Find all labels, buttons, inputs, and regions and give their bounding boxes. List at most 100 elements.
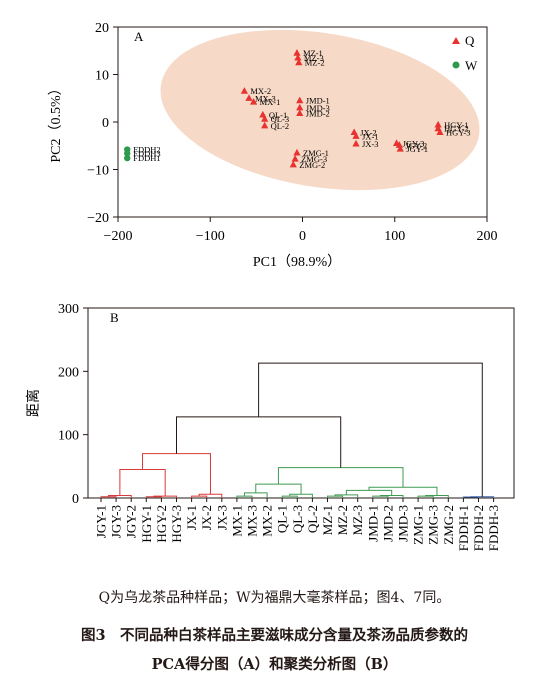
- dendrogram-leaf-zmg-3: ZMG-3: [426, 505, 441, 545]
- pca-point-fddh1: [124, 154, 131, 162]
- dendrogram-plot-frame: [87, 307, 515, 499]
- dendrogram-y-tick-label: 200: [58, 365, 79, 380]
- dendrogram-y-tick-label: 300: [58, 302, 79, 317]
- dendrogram-leaf-jgy-1: JGY-1: [94, 505, 109, 538]
- pca-point-hgy-1: [434, 120, 442, 128]
- dendrogram-leaf-hgy-1: HGY-1: [139, 505, 154, 543]
- dendrogram-leaf-fddh-3: FDDH-3: [486, 505, 501, 551]
- pca-legend: Q W: [452, 33, 478, 73]
- dendrogram-leaf-hgy-3: HGY-3: [169, 505, 184, 543]
- dendrogram-link: [258, 362, 483, 497]
- pca-panel-label: A: [134, 29, 144, 44]
- dendrogram-link: [368, 486, 438, 496]
- pca-y-axis-label: PC2（0.5%）: [48, 81, 64, 162]
- dendrogram-panel-label: B: [110, 310, 119, 325]
- dendrogram-y-tick-label: 0: [72, 492, 79, 507]
- legend-q-marker: [452, 37, 460, 44]
- pca-x-tick-label: 200: [477, 229, 498, 244]
- pca-point-label: MX-2: [250, 86, 271, 96]
- figure-title: 图3 不同品种白茶样品主要滋味成分含量及茶汤品质参数的 PCA得分图（A）和聚类…: [0, 621, 549, 679]
- dendrogram-leaf-jmd-2: JMD-2: [380, 505, 395, 542]
- dendrogram-leaf-jx-2: JX-2: [199, 505, 214, 530]
- pca-point-label: JMD-1: [306, 96, 330, 106]
- dendrogram-leaf-jx-1: JX-1: [184, 505, 199, 530]
- pca-point-label: QL-3: [271, 114, 289, 124]
- pca-point-label: QL-1: [269, 110, 287, 120]
- pca-point-label: HGY-2: [444, 124, 469, 134]
- pca-point-jx-3: [352, 139, 360, 147]
- figure-note: Q为乌龙茶品种样品；W为福鼎大毫茶样品；图4、7同。: [98, 590, 451, 606]
- pca-x-tick-label: −200: [104, 229, 133, 244]
- dendrogram-leaf-mx-2: MX-2: [260, 505, 275, 537]
- pca-x-axis-label: PC1（98.9%）: [253, 254, 341, 270]
- pca-point-mx-1: [250, 98, 258, 105]
- pca-point-label: FDDH1: [133, 153, 160, 163]
- pca-point-ql-2: [261, 121, 269, 129]
- pca-y-tick-label: −20: [87, 211, 109, 226]
- pca-point-jmd-2: [296, 109, 304, 117]
- pca-point-label: FDDH2: [133, 145, 160, 155]
- pca-point-label: JGY-3: [403, 138, 425, 148]
- figure-title-line1: 图3 不同品种白茶样品主要滋味成分含量及茶汤品质参数的: [80, 627, 469, 644]
- pca-point-mx-2: [240, 87, 248, 94]
- dendrogram-leaf-ql-1: QL-1: [275, 505, 290, 533]
- dendrogram-leaf-zmg-1: ZMG-1: [411, 505, 426, 545]
- dendrogram-leaf-fddh-2: FDDH-2: [471, 505, 486, 551]
- dendrogram-leaf-mz-2: MZ-2: [335, 505, 350, 535]
- pca-point-label: ZMG-2: [299, 160, 325, 170]
- dendrogram-y-axis-label: 距离: [25, 389, 42, 417]
- pca-point-mz-1: [293, 49, 301, 56]
- dendrogram-leaf-mx-1: MX-1: [229, 505, 244, 537]
- dendrogram-link: [243, 492, 268, 498]
- dendrogram-leaf-mz-1: MZ-1: [320, 505, 335, 535]
- dendrogram-leaf-jgy-3: JGY-3: [109, 505, 124, 538]
- dendrogram-leaf-mz-3: MZ-3: [350, 505, 365, 535]
- pca-point-label: MX-1: [260, 97, 281, 107]
- pca-point-label: ZMG-1: [303, 148, 329, 158]
- dendrogram-leaf-jmd-1: JMD-1: [365, 505, 380, 542]
- pca-point-label: JX-1: [362, 131, 379, 141]
- pca-point-zmg-1: [293, 148, 301, 156]
- legend-w-marker: [452, 61, 460, 69]
- pca-point-fddh3: [124, 150, 131, 157]
- pca-point-ql-3: [261, 115, 269, 122]
- dendrogram-leaf-ql-2: QL-2: [305, 505, 320, 533]
- dendrogram-link: [119, 469, 166, 497]
- pca-point-label: MX-3: [255, 93, 276, 103]
- pca-point-label: MZ-1: [303, 48, 323, 58]
- pca-point-label: JGY-2: [405, 140, 427, 150]
- pca-point-jgy-1: [396, 145, 404, 152]
- dendrogram-leaf-hgy-2: HGY-2: [154, 505, 169, 543]
- pca-point-jx-1: [352, 132, 360, 139]
- pca-point-label: JMD-2: [306, 108, 330, 118]
- pca-point-jmd-3: [296, 103, 304, 111]
- pca-point-label: FDDH3: [133, 148, 160, 158]
- legend-w-label: W: [465, 58, 478, 73]
- pca-point-zmg-3: [291, 155, 299, 162]
- pca-y-tick-label: −10: [87, 164, 109, 179]
- pca-y-tick-label: 10: [95, 69, 109, 84]
- dendrogram-leaf-ql-3: QL-3: [290, 505, 305, 533]
- pca-point-label: QL-2: [271, 121, 289, 131]
- cluster-dendrogram: 0 100 200 300 JGY-1 JGY-3 JGY-2 HGY-1 HGY-2 HGY-…: [25, 302, 515, 551]
- pca-point-jgy-2: [395, 141, 403, 148]
- dendrogram-leaf-jx-3: JX-3: [214, 505, 229, 530]
- pca-point-hgy-3: [436, 128, 444, 136]
- pca-point-label: HGY-3: [446, 127, 471, 137]
- pca-point-label: JGY-1: [406, 144, 428, 154]
- dendrogram-leaf-mx-3: MX-3: [245, 505, 260, 537]
- dendrogram-leaf-jmd-3: JMD-3: [396, 505, 411, 542]
- pca-point-jmd-1: [296, 96, 304, 104]
- pca-point-label: HGY-1: [444, 120, 469, 130]
- pca-point-zmg-2: [289, 160, 297, 168]
- dendrogram-y-tick-label: 100: [58, 429, 79, 444]
- pca-point-label: MZ-2: [305, 58, 325, 68]
- legend-q-label: Q: [465, 33, 475, 48]
- pca-point-label: ZMG-3: [301, 154, 327, 164]
- dendrogram-link: [176, 416, 342, 468]
- pca-x-tick-label: −100: [196, 229, 225, 244]
- pca-point-label: JMD-3: [306, 103, 330, 113]
- figure-title-line2: PCA得分图（A）和聚类分析图（B）: [151, 656, 398, 673]
